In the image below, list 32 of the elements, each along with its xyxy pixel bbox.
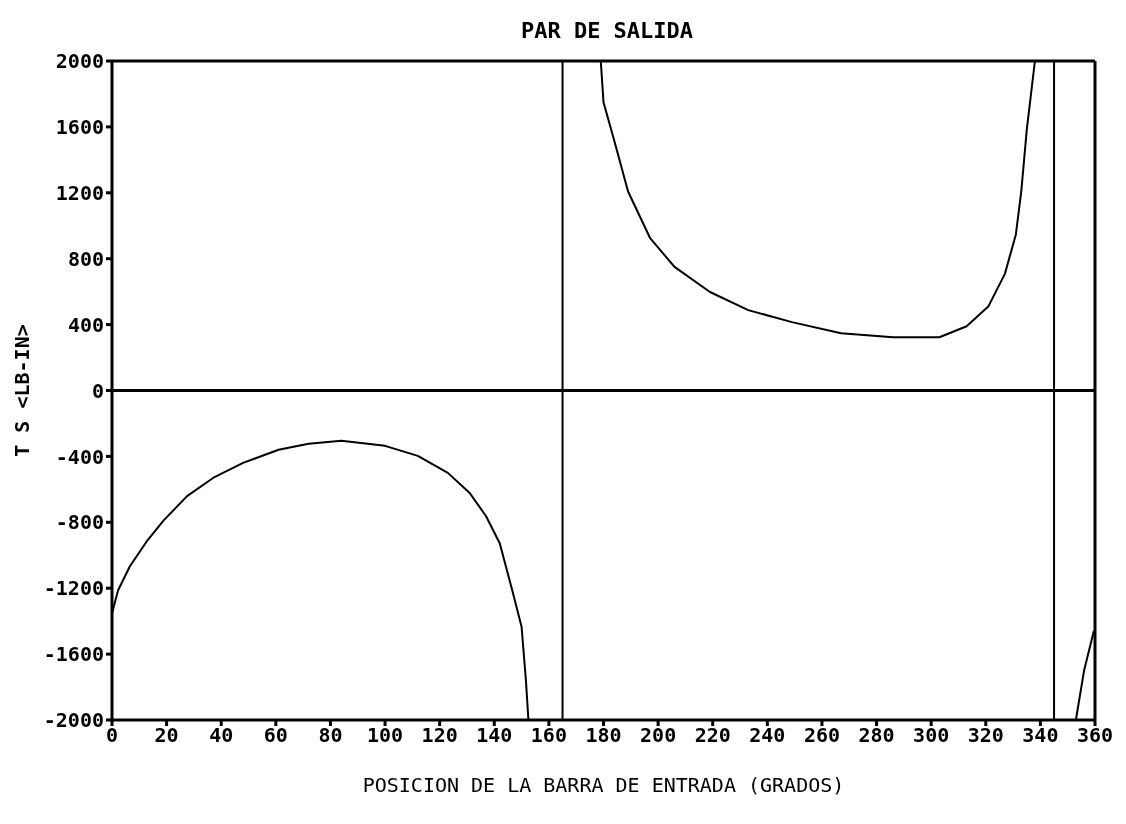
x-tick-label: 80 <box>318 723 343 748</box>
x-tick-label: 20 <box>154 723 179 748</box>
x-axis-title: POSICION DE LA BARRA DE ENTRADA (GRADOS) <box>362 773 845 797</box>
y-axis-title: T S <LB-IN> <box>10 324 35 457</box>
y-tick-label: 2000 <box>55 49 104 74</box>
x-tick-label: 320 <box>967 723 1004 748</box>
x-tick-label: 100 <box>366 723 404 748</box>
x-tick-label: 40 <box>209 723 234 748</box>
x-tick-label: 220 <box>694 723 731 748</box>
y-tick-label: -800 <box>55 510 104 535</box>
x-tick-label: 140 <box>476 723 513 748</box>
x-tick-label: 180 <box>585 723 622 748</box>
y-tick-label: 0 <box>91 378 104 403</box>
x-tick-label: 200 <box>640 723 677 748</box>
x-tick-label: 340 <box>1022 723 1059 748</box>
y-tick-label: -1200 <box>43 576 104 601</box>
x-tick-label: 240 <box>749 723 786 748</box>
y-tick-label: 1600 <box>55 115 104 139</box>
y-tick-label: -400 <box>55 444 104 469</box>
x-tick-label: 360 <box>1076 723 1114 748</box>
x-tick-label: 160 <box>530 723 567 748</box>
x-tick-label: 280 <box>858 723 895 748</box>
chart-title: PAR DE SALIDA <box>519 18 695 43</box>
y-tick-label: 1200 <box>55 180 104 205</box>
x-tick-label: 120 <box>421 723 458 748</box>
y-tick-label: 800 <box>67 246 104 271</box>
y-tick-label: -1600 <box>43 642 104 667</box>
y-tick-label: -2000 <box>43 708 104 733</box>
x-tick-label: 260 <box>803 723 841 748</box>
x-tick-label: 300 <box>913 723 950 748</box>
x-tick-label: 60 <box>263 723 288 748</box>
y-tick-label: 400 <box>67 312 104 337</box>
